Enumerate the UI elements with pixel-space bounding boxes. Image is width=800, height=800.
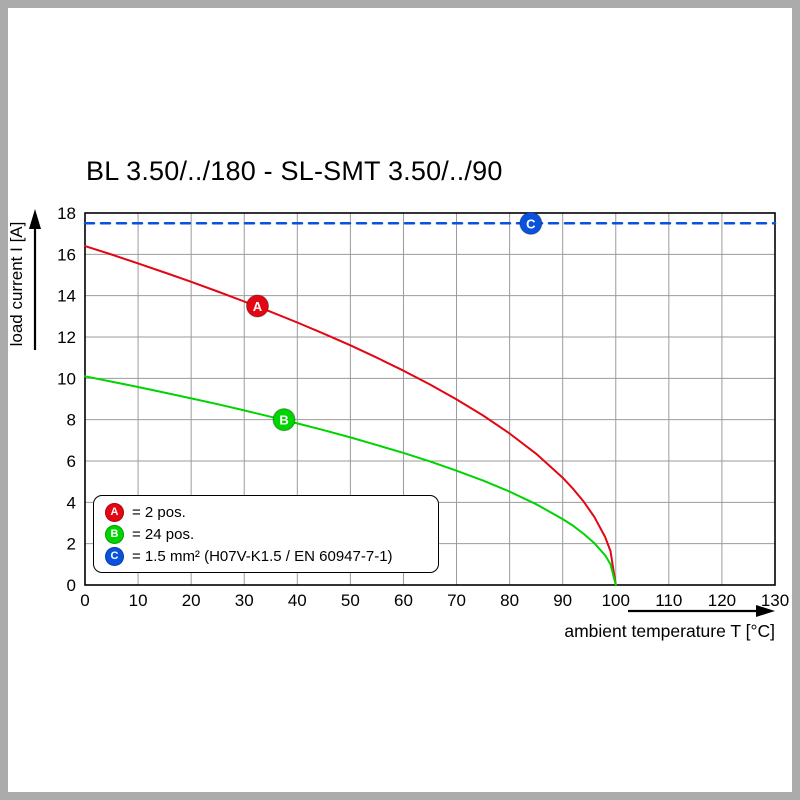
y-tick-label: 10 [57,369,76,388]
x-tick-label: 30 [235,591,254,610]
series-c-marker-icon: C [105,546,124,566]
x-tick-label: 90 [553,591,572,610]
x-tick-label: 130 [761,591,789,610]
tick-labels: 0 10 20 30 40 50 60 70 80 90 100 110 120 130 0 2 4 6 8 10 12… [57,204,789,610]
legend-item-a: A = 2 pos. [105,502,432,522]
series-a-marker-icon: A [105,502,124,522]
legend-label-a: = 2 pos. [132,503,186,521]
svg-text:C: C [526,216,536,231]
y-tick-label: 6 [67,452,76,471]
x-tick-label: 70 [447,591,466,610]
y-tick-label: 16 [57,245,76,264]
x-tick-label: 120 [708,591,736,610]
chart-legend: A = 2 pos. B = 24 pos. C = 1.5 mm² (H07V… [93,495,439,573]
plot-frame [84,212,776,586]
series-b-letter: B [110,527,119,540]
y-tick-label: 8 [67,411,76,430]
y-tick-label: 4 [67,493,76,512]
x-tick-label: 60 [394,591,413,610]
series-c-point-marker: C [519,211,543,235]
y-tick-label: 2 [67,535,76,554]
y-tick-label: 0 [67,576,76,595]
series-b-curve [84,375,617,586]
series-c-letter: C [110,549,119,562]
x-axis-label: ambient temperature T [°C] [564,621,775,641]
series-b-point-marker: B [272,408,296,432]
chart-title: BL 3.50/../180 - SL-SMT 3.50/../90 [86,156,503,186]
x-tick-label: 40 [288,591,307,610]
x-tick-label: 50 [341,591,360,610]
y-axis-label: load current I [A] [7,221,26,347]
series-a-point-marker: A [246,294,269,318]
series-b-marker-icon: B [105,524,124,544]
x-axis-arrow-icon [628,605,775,617]
legend-item-c: C = 1.5 mm² (H07V-K1.5 / EN 60947-7-1) [105,546,432,566]
x-tick-label: 0 [80,591,89,610]
x-tick-label: 110 [655,591,682,610]
x-tick-label: 20 [182,591,201,610]
legend-label-c: = 1.5 mm² (H07V-K1.5 / EN 60947-7-1) [132,547,393,565]
x-tick-label: 100 [602,591,630,610]
legend-label-b: = 24 pos. [132,525,195,543]
y-axis-arrow-icon [29,209,41,350]
x-tick-label: 10 [129,591,148,610]
legend-item-b: B = 24 pos. [105,524,432,544]
x-tick-label: 80 [500,591,519,610]
y-tick-label: 14 [57,287,76,306]
series-a-letter: A [110,505,119,518]
y-tick-label: 18 [57,204,76,223]
series-a-curve [84,245,617,586]
svg-text:A: A [253,299,263,314]
y-tick-label: 12 [57,328,76,347]
svg-text:B: B [279,413,288,428]
